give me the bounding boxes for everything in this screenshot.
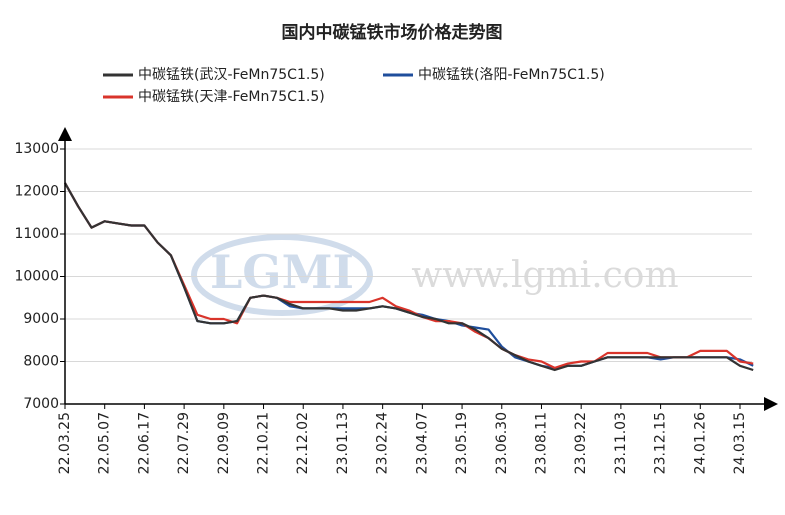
watermark: LGMI www.lgmi.com xyxy=(191,234,679,316)
y-axis-arrow xyxy=(58,127,72,141)
x-tick-label: 23.01.13 xyxy=(335,412,351,474)
x-tick-label: 23.09.22 xyxy=(573,412,589,474)
y-tick-label: 13000 xyxy=(14,141,59,157)
y-tick-label: 12000 xyxy=(14,184,59,200)
x-tick-label: 23.02.24 xyxy=(375,412,391,474)
chart-title: 国内中碳锰铁市场价格走势图 xyxy=(282,22,503,43)
series-line xyxy=(64,182,754,372)
x-tick-label: 23.06.30 xyxy=(494,412,510,474)
x-tick-label: 22.05.07 xyxy=(97,412,113,474)
legend-label: 中碳锰铁(天津-FeMn75C1.5) xyxy=(138,89,325,105)
x-axis-arrow xyxy=(764,397,778,411)
y-tick-label: 8000 xyxy=(23,354,59,370)
watermark-url: www.lgmi.com xyxy=(411,255,678,296)
legend-label: 中碳锰铁(洛阳-FeMn75C1.5) xyxy=(418,67,605,83)
watermark-logo: LGMI xyxy=(210,245,354,299)
watermark-ring xyxy=(191,234,373,316)
x-tick-label: 23.04.07 xyxy=(414,412,430,474)
x-tick-label: 23.12.15 xyxy=(653,412,669,474)
y-tick-label: 9000 xyxy=(23,311,59,327)
x-tick-label: 23.08.11 xyxy=(533,412,549,474)
y-tick-label: 7000 xyxy=(23,396,59,412)
x-tick-label: 22.12.02 xyxy=(295,412,311,474)
x-tick-label: 23.05.19 xyxy=(454,412,470,474)
y-tick-label: 11000 xyxy=(14,226,59,242)
x-tick-label: 24.01.26 xyxy=(692,412,708,474)
x-tick-label: 24.03.15 xyxy=(732,412,748,474)
x-tick-label: 23.11.03 xyxy=(613,412,629,474)
x-tick-label: 22.10.21 xyxy=(256,412,272,474)
legend-label: 中碳锰铁(武汉-FeMn75C1.5) xyxy=(138,67,325,83)
plot xyxy=(64,148,754,405)
y-tick-label: 10000 xyxy=(14,269,59,285)
x-tick-label: 22.06.17 xyxy=(136,412,152,474)
x-tick-label: 22.07.29 xyxy=(176,412,192,474)
x-tick-label: 22.03.25 xyxy=(57,412,73,474)
x-tick-label: 22.09.09 xyxy=(216,412,232,474)
